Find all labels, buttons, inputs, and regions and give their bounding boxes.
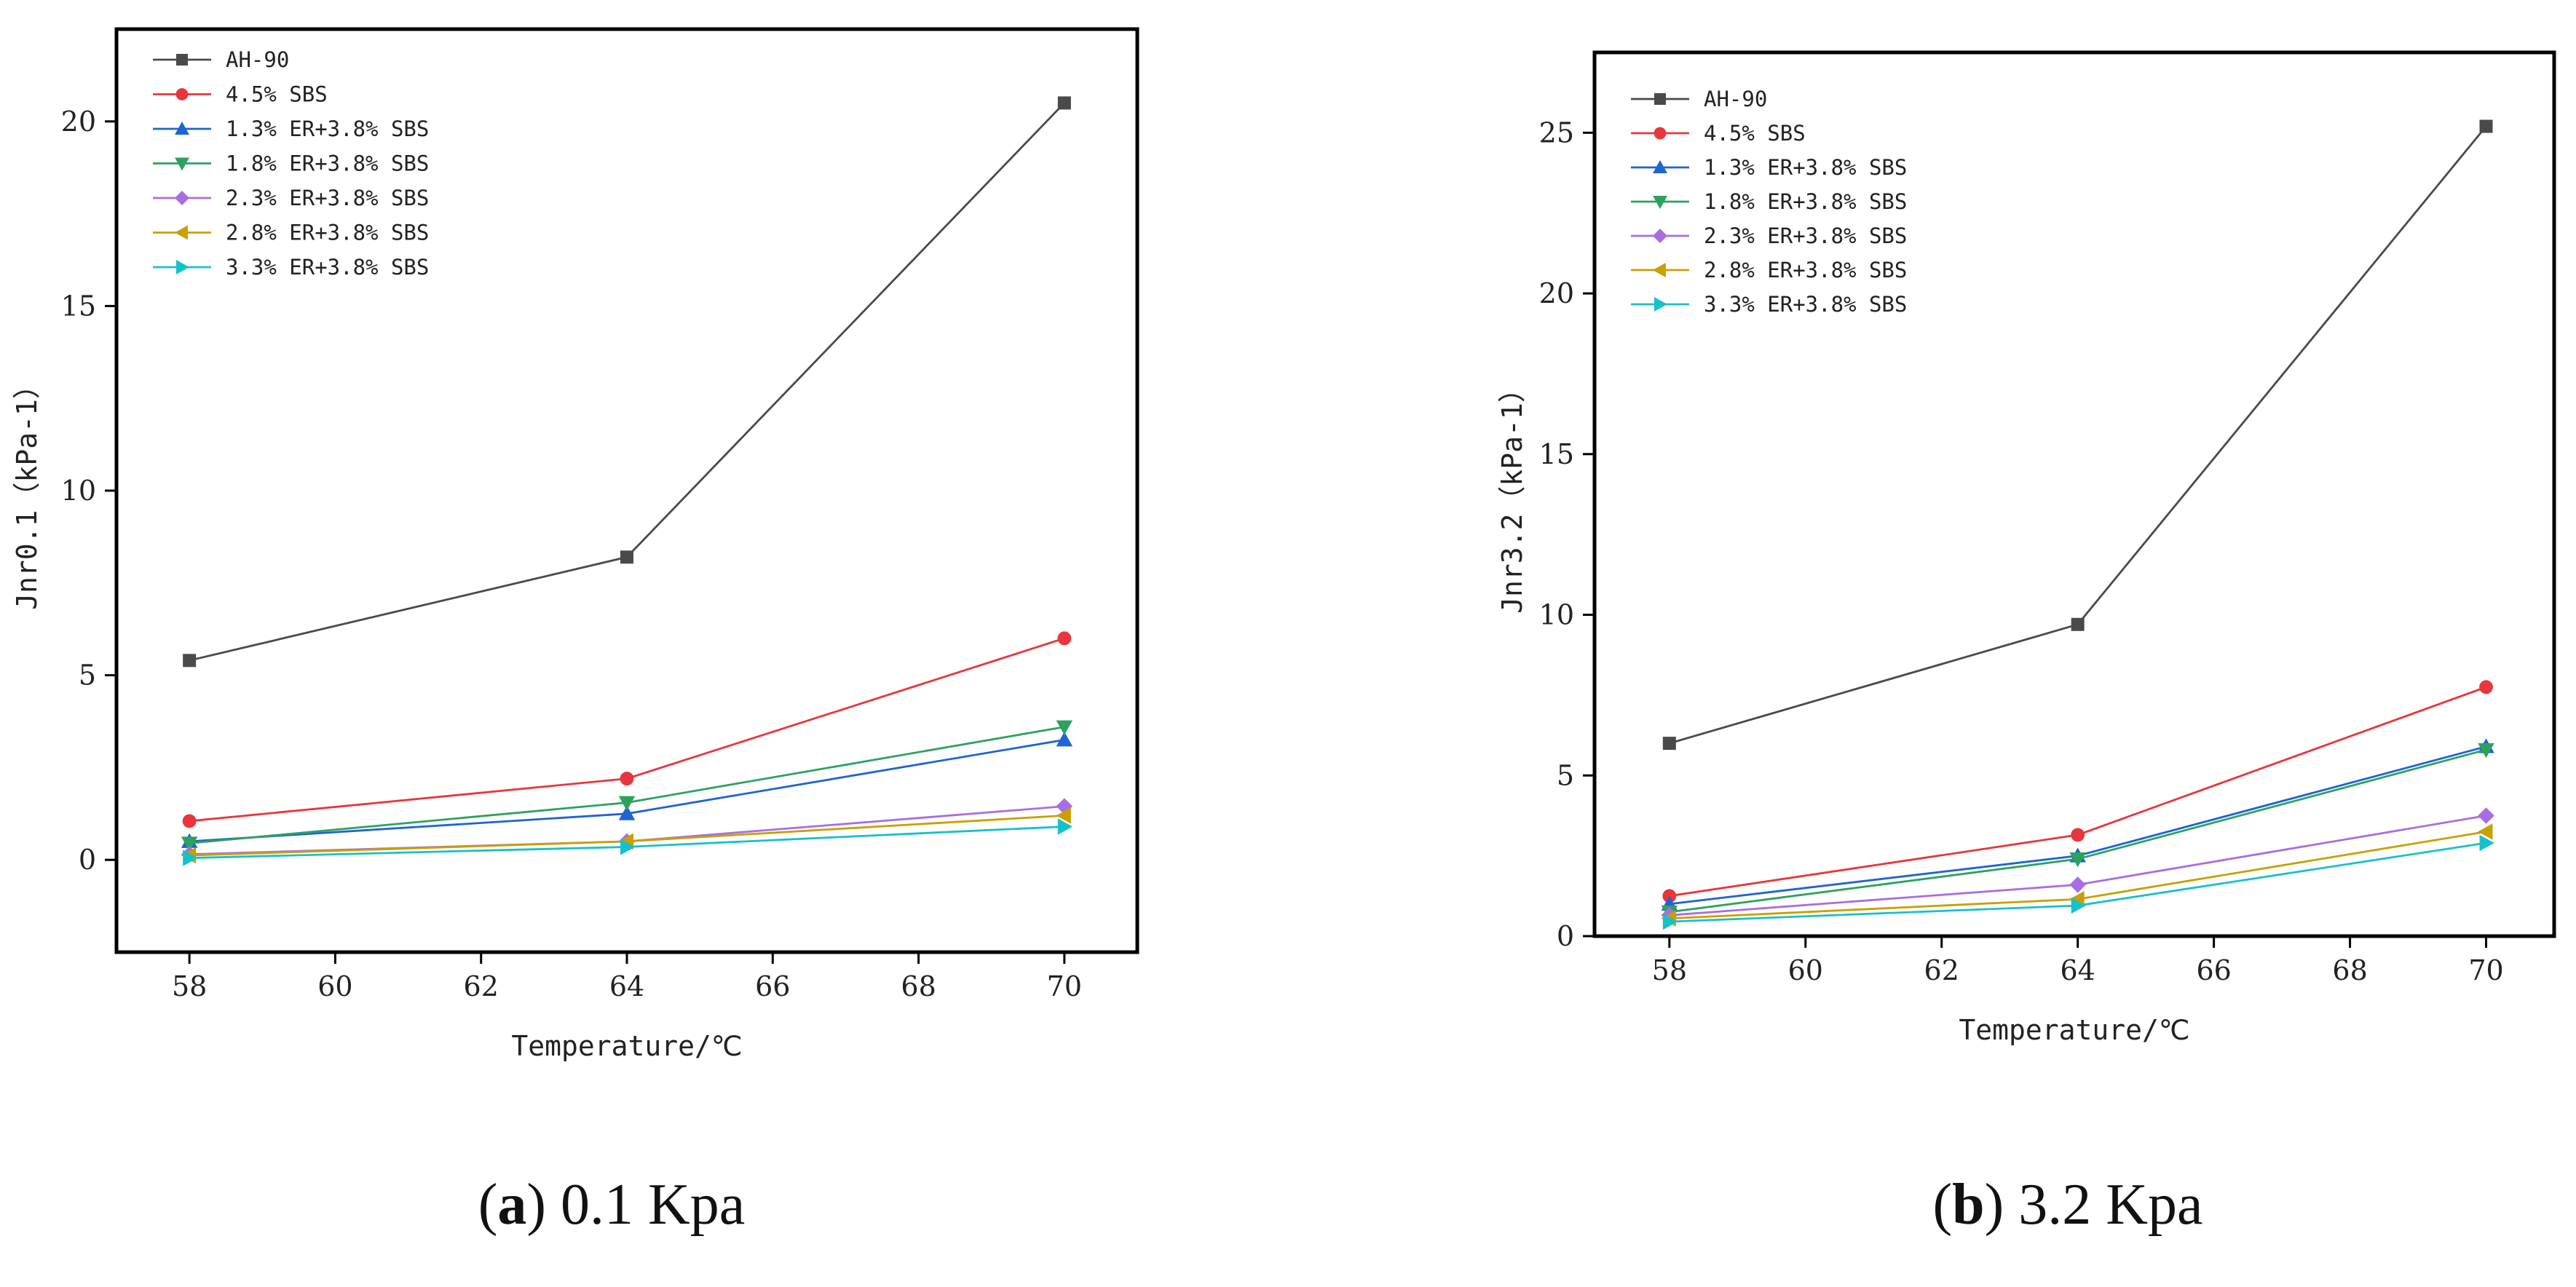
data-point (1057, 96, 1071, 110)
data-point (620, 772, 634, 786)
legend-entry: AH-90 (226, 47, 289, 72)
x-tick-label: 60 (317, 970, 352, 1002)
legend-entry: 2.8% ER+3.8% SBS (1704, 258, 1907, 282)
data-point (2069, 876, 2086, 893)
legend-marker (175, 225, 188, 240)
legend-marker (175, 88, 189, 100)
series-line (1669, 125, 2487, 745)
legend-entry: 3.3% ER+3.8% SBS (226, 255, 429, 280)
x-tick-label: 66 (755, 970, 790, 1002)
legend-marker (175, 157, 189, 171)
legend-entry: 3.3% ER+3.8% SBS (1704, 292, 1907, 317)
data-point (1056, 720, 1073, 735)
y-axis-label: Jnr3.2（kPa-1） (1496, 375, 1528, 614)
data-point (618, 805, 636, 820)
plot-frame (1592, 50, 2556, 938)
legend-marker (1654, 127, 1667, 140)
legend-entry: 1.8% ER+3.8% SBS (1704, 189, 1907, 214)
x-tick-label: 64 (609, 970, 644, 1002)
data-point (183, 654, 197, 668)
caption-a-letter: a (497, 1173, 527, 1237)
data-point (2479, 834, 2494, 852)
data-point (1056, 732, 1073, 747)
legend-marker (1653, 196, 1667, 209)
x-axis-label: Temperature/℃ (511, 1030, 742, 1062)
legend-marker (1653, 160, 1667, 173)
data-point (1662, 913, 1678, 930)
series-line (189, 738, 1065, 843)
legend-entry: 1.3% ER+3.8% SBS (226, 116, 429, 141)
legend-entry: 2.3% ER+3.8% SBS (226, 186, 429, 210)
data-point (2478, 823, 2493, 840)
y-tick-label: 20 (61, 106, 96, 138)
legend-marker (1654, 93, 1666, 105)
chart-panel-b: 58 60 62 64 66 68 70 0 5 10 15 20 25 Temperature/℃ Jnr… (1496, 50, 2556, 1046)
legend-entry: 4.5% SBS (226, 82, 328, 107)
x-tick-label: 68 (901, 970, 936, 1002)
caption-a: (a) 0.1 Kpa (478, 1173, 746, 1237)
x-axis-label: Temperature/℃ (1959, 1014, 2189, 1046)
y-axis-label: Jnr0.1（kPa-1） (11, 371, 43, 610)
y-tick-label: 25 (1539, 116, 1574, 148)
legend-marker (176, 54, 188, 66)
data-point (620, 839, 636, 855)
data-point (1057, 818, 1073, 835)
data-point (1662, 737, 1676, 751)
chart-panel-a: 58 60 62 64 66 68 70 0 5 10 15 20 Temperature/℃ Jnr0.… (11, 27, 1139, 1062)
legend-entry: 1.8% ER+3.8% SBS (226, 151, 429, 176)
legend-marker (176, 260, 189, 274)
y-tick-label: 5 (79, 660, 96, 692)
caption-b-letter: b (1952, 1173, 1985, 1237)
data-point (2478, 807, 2494, 824)
data-point (2478, 742, 2494, 759)
y-tick-label: 10 (61, 475, 96, 507)
x-tick-label: 62 (1924, 954, 1959, 986)
x-tick-label: 70 (1047, 970, 1082, 1002)
y-tick-label: 15 (1539, 438, 1574, 470)
data-point (2071, 897, 2086, 914)
legend-entry: 1.3% ER+3.8% SBS (1704, 155, 1907, 180)
x-tick-label: 58 (1652, 954, 1687, 986)
legend-marker (175, 191, 189, 205)
legend-marker (1653, 263, 1666, 277)
x-tick-label: 58 (172, 970, 207, 1002)
caption-b-text: 3.2 Kpa (2018, 1173, 2203, 1237)
data-point (2071, 617, 2085, 631)
y-tick-label: 0 (1557, 920, 1574, 952)
data-point (2479, 680, 2493, 694)
x-tick-label: 60 (1788, 954, 1823, 986)
y-tick-label: 15 (61, 290, 96, 322)
series-line (189, 637, 1065, 823)
legend-entry: AH-90 (1704, 87, 1767, 111)
legend-entry: 2.8% ER+3.8% SBS (226, 221, 429, 245)
data-point (183, 850, 198, 866)
x-tick-label: 62 (464, 970, 499, 1002)
caption-b: (b) 3.2 Kpa (1932, 1173, 2203, 1237)
data-point (2069, 852, 2086, 868)
legend-entry: 2.3% ER+3.8% SBS (1704, 223, 1907, 248)
x-tick-label: 66 (2196, 954, 2231, 986)
y-tick-label: 10 (1539, 599, 1574, 631)
x-tick-label: 68 (2332, 954, 2367, 986)
data-point (1056, 807, 1071, 824)
legend-marker (175, 122, 189, 135)
data-point (1057, 631, 1072, 646)
data-point (2071, 828, 2085, 842)
data-point (620, 550, 633, 564)
data-point (2479, 119, 2493, 133)
x-tick-label: 64 (2060, 954, 2095, 986)
data-point (618, 796, 636, 811)
data-point (181, 836, 198, 852)
y-tick-label: 5 (1557, 759, 1574, 791)
y-tick-label: 20 (1539, 277, 1574, 309)
y-tick-label: 0 (79, 844, 96, 876)
legend-marker (1654, 297, 1667, 312)
data-point (182, 814, 197, 828)
legend-marker (1653, 229, 1667, 243)
legend-entry: 4.5% SBS (1704, 121, 1806, 146)
caption-a-text: 0.1 Kpa (561, 1173, 746, 1237)
x-tick-label: 70 (2468, 954, 2503, 986)
